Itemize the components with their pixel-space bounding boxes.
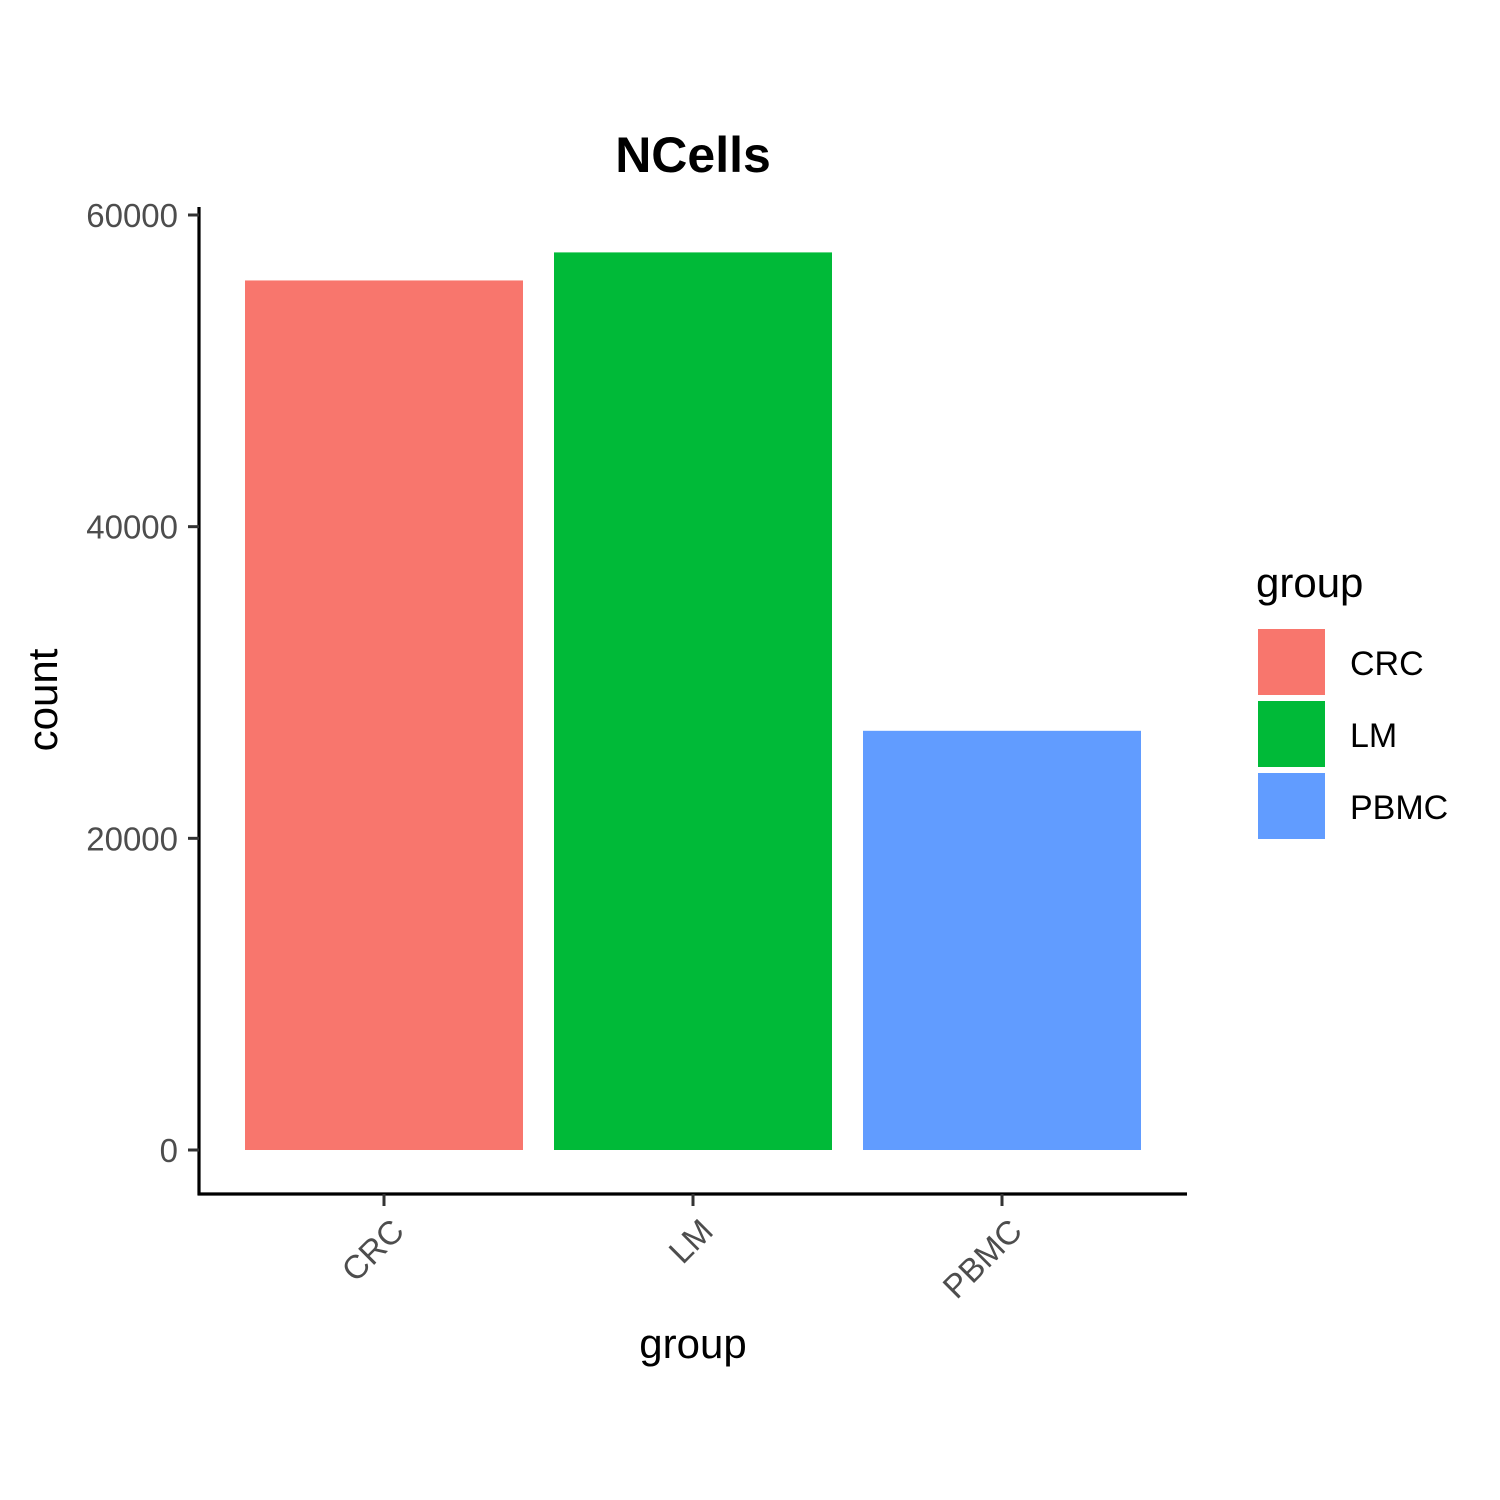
x-tick-label: PBMC <box>935 1212 1029 1306</box>
plot-area <box>245 252 1141 1150</box>
y-tick-label: 40000 <box>86 509 178 546</box>
y-axis-title: count <box>19 648 66 751</box>
bar-crc <box>245 280 523 1150</box>
bar-pbmc <box>863 730 1141 1150</box>
y-tick-label: 0 <box>160 1132 178 1169</box>
x-tick-label: CRC <box>334 1212 411 1289</box>
legend-swatch-pbmc <box>1258 773 1325 839</box>
x-axis-ticks: CRC LM PBMC <box>334 1194 1029 1305</box>
y-tick-label: 60000 <box>86 197 178 234</box>
legend-label-pbmc: PBMC <box>1350 789 1448 827</box>
legend-title: group <box>1256 559 1363 606</box>
y-tick-label: 20000 <box>86 820 178 857</box>
legend: group CRC LM PBMC <box>1256 559 1448 839</box>
legend-label-crc: CRC <box>1350 645 1424 683</box>
x-axis-title: group <box>639 1320 746 1367</box>
legend-label-lm: LM <box>1350 717 1397 755</box>
y-axis-ticks: 0 20000 40000 60000 <box>86 197 199 1169</box>
bar-lm <box>554 252 832 1150</box>
legend-swatch-crc <box>1258 629 1325 695</box>
legend-items: CRC LM PBMC <box>1258 629 1448 839</box>
legend-swatch-lm <box>1258 701 1325 767</box>
chart-title: NCells <box>615 127 771 183</box>
x-tick-label: LM <box>661 1212 720 1271</box>
